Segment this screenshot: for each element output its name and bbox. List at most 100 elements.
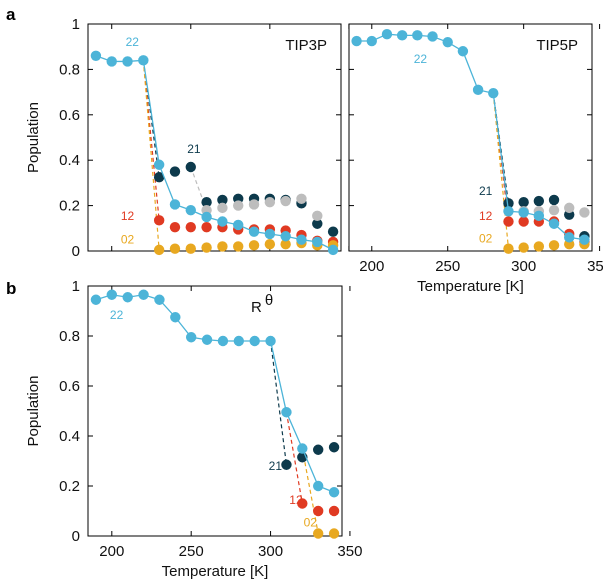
panel-r: 0 0.2 0.4 0.6 0.8 1 200 250 300 350 Population Temp… xyxy=(25,278,362,580)
series-22-point xyxy=(296,234,307,245)
panel-title: TIP3P xyxy=(285,37,327,54)
series-22-point xyxy=(280,231,291,242)
series-22-point xyxy=(138,289,149,300)
series-22-point xyxy=(248,226,260,237)
series-02-point xyxy=(233,241,244,252)
series-21-point xyxy=(201,196,212,208)
series-22-point xyxy=(396,30,408,41)
series-22-point xyxy=(457,46,469,57)
transition-connector xyxy=(142,60,160,221)
series-label-22: 22 xyxy=(126,35,140,49)
series-22-point xyxy=(122,56,133,67)
series-22-point xyxy=(90,50,102,61)
plot-frame xyxy=(348,23,593,252)
series-label-02: 02 xyxy=(304,515,318,529)
series-22-point xyxy=(153,159,165,170)
series-22-point xyxy=(351,35,362,47)
series-21-point xyxy=(217,194,228,206)
series-label-21: 21 xyxy=(187,142,201,156)
series-21-point xyxy=(312,218,323,229)
series-22-point xyxy=(264,228,276,240)
y-tick-label: 1 xyxy=(72,278,80,295)
series-21-point xyxy=(327,226,339,237)
series-02-point xyxy=(518,242,529,253)
series-grey-point xyxy=(312,210,323,222)
series-22-point xyxy=(366,35,377,47)
series-label-02: 02 xyxy=(479,232,493,246)
series-22-point xyxy=(233,219,244,231)
series-22-point xyxy=(518,207,529,218)
x-tick-label: 200 xyxy=(99,543,124,560)
series-21-point xyxy=(185,161,196,173)
transition-connector xyxy=(285,412,303,504)
series-21-point xyxy=(153,172,165,183)
series-label-12: 12 xyxy=(479,209,493,223)
series-12-point xyxy=(297,498,308,509)
series-21-point xyxy=(533,195,545,207)
series-02-point xyxy=(264,238,276,250)
series-02-point xyxy=(153,244,165,256)
series-22-point xyxy=(312,236,323,248)
series-grey-point xyxy=(217,202,228,214)
series-22-point xyxy=(106,289,118,300)
series-12-point xyxy=(201,221,212,233)
series-22-point xyxy=(381,29,393,40)
y-tick-label: 0.8 xyxy=(59,328,80,345)
series-12-point xyxy=(153,215,165,226)
series-21-point xyxy=(312,444,324,455)
series-label-22: 22 xyxy=(414,52,428,66)
series-02-point xyxy=(217,241,228,252)
x-tick-label: 350 xyxy=(587,258,603,275)
series-22-point xyxy=(548,218,560,229)
series-22-point xyxy=(154,294,165,305)
x-tick-label: 300 xyxy=(258,543,283,560)
series-grey-point xyxy=(233,200,244,211)
series-22-point xyxy=(106,56,117,67)
series-22-point xyxy=(427,31,438,42)
series-22-point xyxy=(533,210,545,222)
series-grey-point xyxy=(280,195,291,207)
x-axis-label: Temperature [K] xyxy=(417,278,524,295)
transition-connector xyxy=(142,60,160,250)
y-tick-label: 0 xyxy=(72,243,80,260)
series-02-point xyxy=(185,243,196,254)
panel-tip3p: 0 0.2 0.4 0.6 0.8 1 Population TIP3P 22 21 12 02 xyxy=(25,16,350,260)
series-02-point xyxy=(548,240,560,251)
series-22-point xyxy=(442,36,453,48)
transition-connector xyxy=(492,93,510,249)
series-02-point xyxy=(533,241,545,252)
series-22-point xyxy=(217,335,229,347)
series-21-point xyxy=(281,459,292,470)
transition-connector xyxy=(142,60,160,178)
y-tick-label: 0.6 xyxy=(59,107,80,124)
series-label-12: 12 xyxy=(121,209,135,223)
x-tick-label: 250 xyxy=(435,258,460,275)
series-02-point xyxy=(312,528,324,539)
series-22-point xyxy=(185,204,196,216)
y-tick-label: 0.6 xyxy=(59,378,80,395)
series-label-21: 21 xyxy=(269,459,283,473)
y-tick-label: 0 xyxy=(72,528,80,545)
series-22-line xyxy=(356,33,585,241)
x-tick-label: 250 xyxy=(179,543,204,560)
series-02-point xyxy=(328,528,340,539)
series-12-point xyxy=(503,216,514,227)
transition-connector xyxy=(492,93,510,204)
y-tick-label: 0.8 xyxy=(59,61,80,78)
x-tick-label: 350 xyxy=(337,543,362,560)
series-22-point xyxy=(412,30,423,41)
y-axis-label: Population xyxy=(25,376,42,447)
series-22-point xyxy=(90,294,102,305)
series-22-point xyxy=(217,216,228,227)
series-label-02: 02 xyxy=(121,233,135,247)
series-22-point xyxy=(312,480,324,492)
series-22-point xyxy=(265,335,276,347)
series-22-point xyxy=(564,232,575,243)
y-tick-label: 1 xyxy=(72,16,80,33)
x-axis-label: Temperature [K] xyxy=(162,563,269,580)
series-02-point xyxy=(280,238,291,250)
series-22-point xyxy=(233,335,245,347)
series-12-point xyxy=(169,221,181,233)
